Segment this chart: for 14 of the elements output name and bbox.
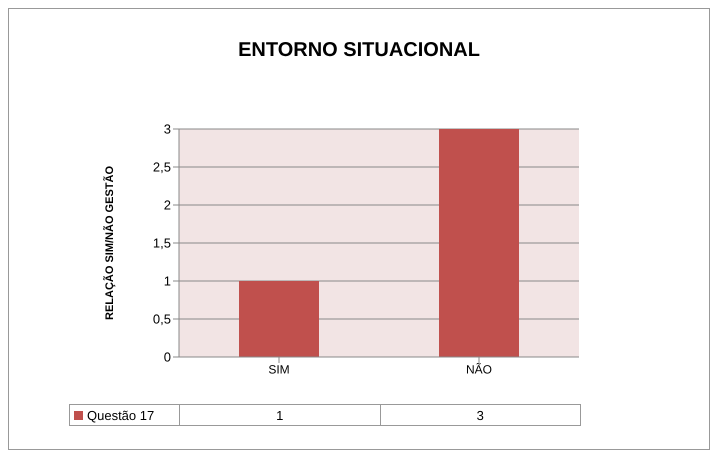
y-tick-label: 1,5 xyxy=(152,236,171,251)
legend-label: Questão 17 xyxy=(86,408,154,422)
y-axis-title: RELAÇÃO SIM/NÃO GESTÃO xyxy=(102,166,116,320)
y-tick-label: 0,5 xyxy=(152,312,171,327)
y-tick-label: 1 xyxy=(164,274,171,289)
y-tick-label: 3 xyxy=(164,122,171,137)
y-tick-label: 0 xyxy=(164,350,171,365)
chart-title: ENTORNO SITUACIONAL xyxy=(237,39,481,62)
x-tick-label: SIM xyxy=(268,362,290,377)
x-tick-label: NÃO xyxy=(466,362,492,377)
y-tick-label: 2,5 xyxy=(152,160,171,175)
data-label: 3 xyxy=(380,404,580,426)
data-label: 1 xyxy=(180,404,380,426)
y-tick-label: 2 xyxy=(164,198,171,213)
